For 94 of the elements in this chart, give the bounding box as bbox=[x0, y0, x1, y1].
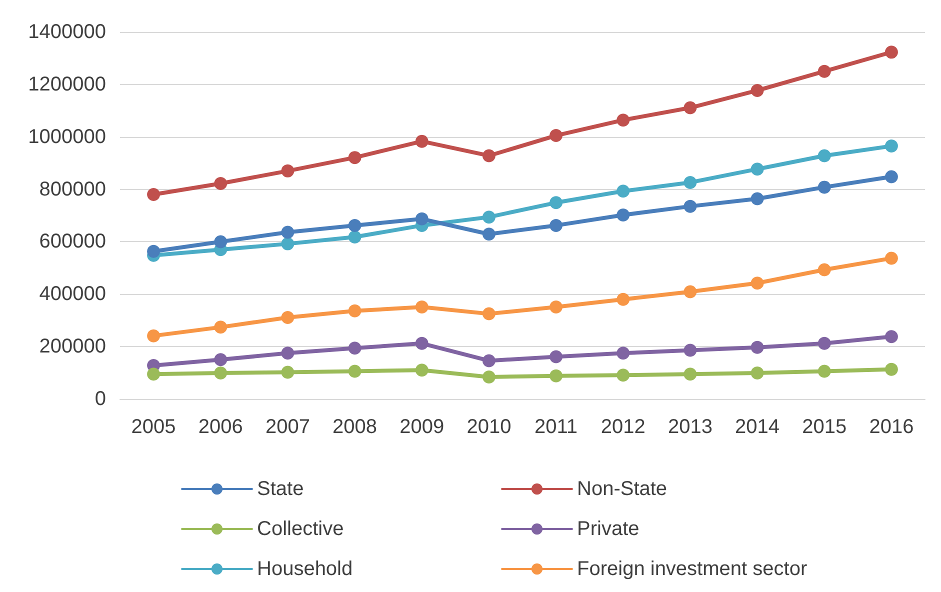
point bbox=[750, 340, 764, 354]
point bbox=[415, 300, 428, 314]
point bbox=[818, 336, 831, 350]
point bbox=[281, 346, 294, 360]
point bbox=[482, 228, 496, 241]
point bbox=[348, 218, 362, 232]
point bbox=[348, 342, 362, 355]
point bbox=[884, 252, 898, 265]
y-tick-label: 800000 bbox=[39, 178, 106, 200]
x-tick-label: 2014 bbox=[735, 416, 780, 438]
y-tick-label: 1400000 bbox=[28, 21, 106, 43]
point bbox=[482, 354, 496, 368]
legend-label: Collective bbox=[257, 518, 344, 540]
y-tick-label: 1200000 bbox=[28, 73, 106, 96]
y-tick-label: 600000 bbox=[39, 230, 106, 253]
point bbox=[684, 368, 697, 381]
point bbox=[281, 164, 294, 178]
point bbox=[348, 230, 362, 244]
x-tick-label: 2016 bbox=[869, 416, 914, 438]
point bbox=[818, 263, 831, 276]
point bbox=[550, 369, 563, 382]
legend-label: Foreign investment sector bbox=[577, 558, 808, 580]
point bbox=[214, 320, 228, 334]
point bbox=[147, 188, 160, 202]
point bbox=[415, 134, 428, 148]
point bbox=[616, 346, 630, 360]
x-tick-label: 2013 bbox=[668, 416, 712, 438]
point bbox=[616, 184, 630, 198]
x-tick-label: 2007 bbox=[265, 416, 310, 438]
point bbox=[214, 177, 228, 190]
x-tick-label: 2008 bbox=[332, 416, 378, 438]
x-tick-label: 2012 bbox=[600, 416, 646, 438]
point bbox=[147, 244, 160, 258]
point bbox=[281, 237, 294, 250]
point bbox=[482, 370, 496, 384]
point bbox=[616, 292, 630, 306]
point bbox=[884, 330, 898, 344]
point bbox=[750, 84, 764, 97]
x-tick-label: 2009 bbox=[400, 416, 444, 438]
point bbox=[818, 64, 831, 78]
point bbox=[147, 329, 160, 342]
point bbox=[750, 192, 764, 206]
point bbox=[415, 336, 428, 350]
point bbox=[482, 149, 496, 162]
point bbox=[616, 368, 630, 382]
point bbox=[348, 364, 362, 378]
legend-label: Household bbox=[257, 558, 353, 580]
point bbox=[550, 300, 563, 314]
point bbox=[348, 151, 362, 164]
y-tick-label: 1000000 bbox=[28, 126, 106, 148]
point bbox=[550, 218, 563, 232]
point bbox=[415, 364, 428, 377]
point bbox=[147, 368, 160, 381]
point bbox=[482, 210, 496, 224]
x-tick-label: 2006 bbox=[198, 416, 243, 438]
legend-label: Non-State bbox=[577, 478, 668, 500]
point bbox=[550, 129, 563, 142]
point bbox=[684, 200, 697, 213]
point bbox=[684, 176, 697, 189]
point bbox=[884, 46, 898, 59]
point bbox=[550, 350, 563, 364]
y-tick-label: 400000 bbox=[39, 283, 106, 306]
point bbox=[550, 196, 563, 210]
point bbox=[281, 366, 294, 379]
x-tick-label: 2011 bbox=[534, 416, 578, 438]
point bbox=[214, 235, 228, 248]
point bbox=[482, 307, 496, 320]
point bbox=[750, 276, 764, 290]
legend-label: Private bbox=[577, 518, 640, 540]
point bbox=[684, 101, 697, 114]
point bbox=[818, 149, 831, 162]
point bbox=[214, 366, 228, 380]
x-tick-label: 2005 bbox=[131, 416, 176, 438]
x-tick-label: 2015 bbox=[802, 416, 847, 438]
point bbox=[884, 140, 898, 153]
point bbox=[281, 310, 294, 324]
x-tick-label: 2010 bbox=[466, 416, 512, 438]
point bbox=[818, 364, 831, 378]
legend-label: State bbox=[257, 478, 304, 500]
point bbox=[750, 366, 764, 380]
point bbox=[214, 353, 228, 366]
point bbox=[884, 170, 898, 184]
point bbox=[281, 226, 294, 239]
point bbox=[884, 362, 898, 376]
point bbox=[616, 208, 630, 222]
point bbox=[684, 344, 697, 357]
point bbox=[415, 212, 428, 226]
point bbox=[348, 304, 362, 318]
point bbox=[818, 180, 831, 194]
y-tick-label: 0 bbox=[94, 388, 106, 410]
y-tick-label: 200000 bbox=[39, 336, 106, 358]
point bbox=[684, 285, 697, 298]
point bbox=[616, 114, 630, 127]
point bbox=[750, 162, 764, 176]
